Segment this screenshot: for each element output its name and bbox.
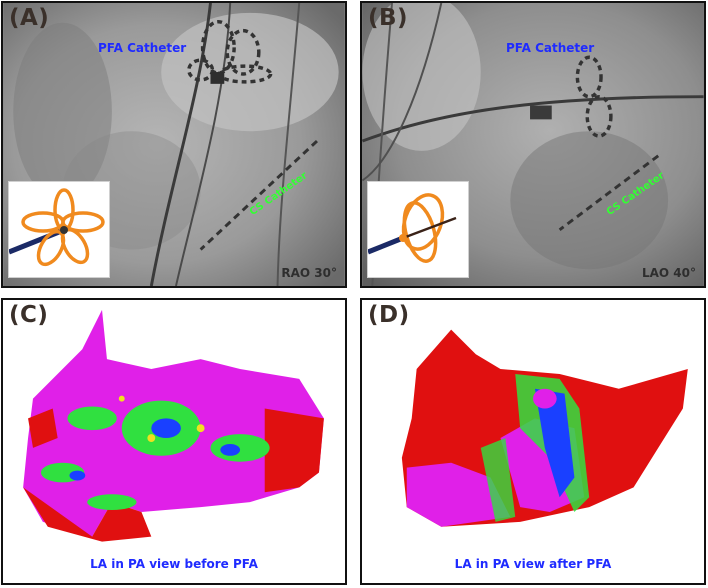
panel-c-voltage-map-before: (C) LA in PA view before PFA — [1, 298, 347, 585]
panel-b-fluoroscopy-lao: (B) PFA Catheter CS Catheter LAO 40° — [360, 1, 706, 288]
panel-c-caption: LA in PA view before PFA — [90, 557, 258, 571]
flower-catheter-illustration — [8, 188, 105, 267]
voltage-map-before — [23, 309, 324, 542]
panel-b-tag: (B) — [368, 5, 409, 31]
panel-d-tag: (D) — [368, 302, 410, 328]
panel-d-voltage-map-after: (D) LA in PA view after PFA — [360, 298, 706, 585]
panel-a-fluoroscopy-rao: (A) PFA Catheter CS Catheter RAO 30° — [1, 1, 347, 288]
basket-catheter-illustration — [367, 193, 457, 263]
panel-a-view-label: RAO 30° — [281, 266, 337, 280]
voltage-map-after — [401, 329, 688, 527]
panel-b-view-label: LAO 40° — [641, 266, 696, 280]
panel-a-pfa-catheter-label: PFA Catheter — [98, 41, 187, 55]
fluoroscopy-image-b — [362, 3, 704, 286]
panel-b-pfa-catheter-label: PFA Catheter — [506, 41, 595, 55]
panel-b-catheter-inset — [367, 181, 469, 278]
panel-a-catheter-inset — [8, 181, 110, 278]
panel-a-tag: (A) — [9, 5, 50, 31]
panel-c-tag: (C) — [9, 302, 49, 328]
panel-d-caption: LA in PA view after PFA — [454, 557, 612, 571]
